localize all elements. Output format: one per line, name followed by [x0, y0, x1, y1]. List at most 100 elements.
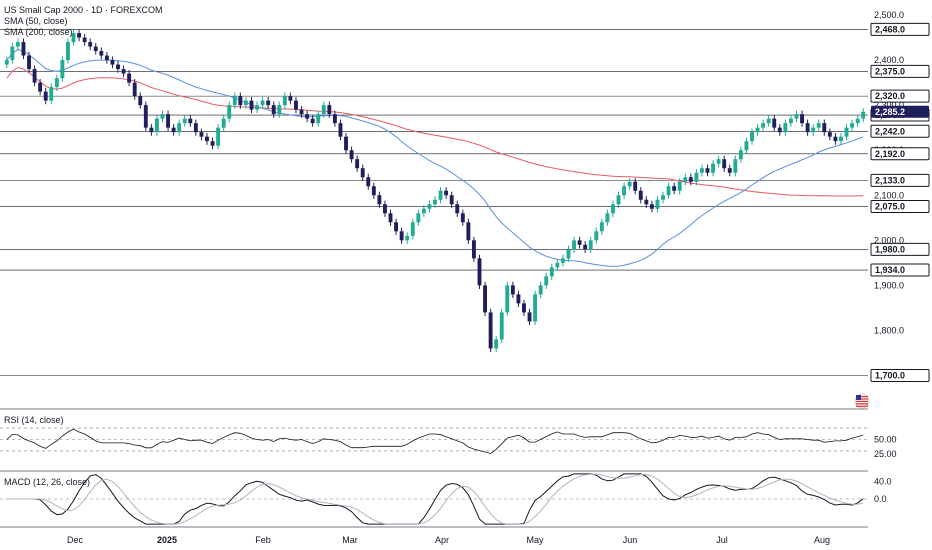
us-flag-icon[interactable] [854, 393, 870, 409]
x-tick-label: Mar [342, 535, 358, 545]
candle-body [327, 105, 332, 115]
candle-body [193, 123, 198, 133]
candle-body [588, 240, 593, 250]
candle-body [394, 222, 399, 232]
x-tick-label: Dec [67, 535, 84, 545]
candle-body [777, 127, 782, 133]
rsi-legend[interactable]: RSI (14, close) [4, 415, 64, 425]
flag-stripe [856, 398, 868, 400]
candle-body [644, 199, 649, 205]
flag-stripe [856, 405, 868, 407]
y-tick-label: 2,000.0 [874, 235, 904, 245]
candle-body [349, 150, 354, 160]
level-box [870, 173, 930, 187]
sma-50-legend[interactable]: SMA (50, close) [4, 16, 68, 26]
candle-body [138, 96, 143, 106]
rsi-line [6, 428, 864, 454]
x-tick-label: Aug [814, 535, 830, 545]
candle-body [338, 123, 343, 137]
y-tick-label: 1,900.0 [874, 280, 904, 290]
candle-body [594, 231, 599, 241]
candle-body [833, 136, 838, 142]
time-axis[interactable]: Dec 2025 Feb Mar Apr May Jun Jul Aug [67, 535, 830, 545]
candle-body [305, 114, 310, 119]
last-price-box [871, 105, 929, 118]
candle-body [299, 109, 304, 115]
candle-body [4, 60, 9, 65]
candle-body [466, 222, 471, 241]
level-label: 2,075.0 [875, 202, 905, 212]
candle-body [794, 114, 799, 119]
candle-body [672, 186, 677, 191]
candle-body [271, 105, 276, 115]
candle-body [421, 208, 426, 214]
level-label: 1,700.0 [875, 370, 905, 380]
candle-body [88, 42, 93, 47]
rsi-pane: 50.00 25.00 [0, 427, 897, 459]
candle-body [438, 190, 443, 200]
candle-body [260, 100, 265, 106]
level-box [870, 64, 930, 78]
candle-body [21, 42, 26, 56]
candle-body [127, 73, 132, 83]
candle-body [483, 285, 487, 313]
macd-legend[interactable]: MACD (12, 26, close) [4, 477, 91, 487]
candle-body [38, 82, 43, 92]
rsi-tick-label: 50.00 [874, 435, 897, 445]
candle-body [616, 195, 621, 205]
candle-body [744, 141, 749, 151]
candle-body [210, 141, 215, 146]
y-tick-label: 2,300.0 [874, 100, 904, 110]
candle-body [316, 114, 321, 124]
candle-body [722, 159, 727, 169]
candle-body [332, 114, 337, 124]
sma-200-legend[interactable]: SMA (200, close) [4, 27, 73, 37]
candle-body [861, 111, 866, 119]
rsi-tick-label: 25.00 [874, 449, 897, 459]
candle-body [282, 96, 287, 106]
candle-body [522, 303, 526, 313]
candle-body [516, 294, 521, 304]
price-axis[interactable]: 2,500.02,400.02,300.02,200.02,100.02,000… [874, 10, 904, 335]
candle-body [366, 177, 371, 187]
candle-body [471, 240, 476, 259]
y-tick-label: 1,800.0 [874, 325, 904, 335]
candle-body [205, 136, 209, 142]
candle-body [627, 181, 632, 187]
candle-body [288, 96, 293, 101]
candle-body [360, 168, 365, 178]
level-label: 1,934.0 [875, 265, 905, 275]
candle-body [344, 136, 348, 151]
candle-body [488, 312, 493, 349]
candle-body [727, 168, 732, 173]
candle-body [527, 312, 532, 322]
level-label: 1,980.0 [875, 244, 905, 254]
candle-body [839, 136, 843, 142]
flag-stripe [856, 403, 868, 405]
candle-body [816, 123, 821, 128]
macd-tick-label: 40.0 [874, 477, 892, 487]
candle-body [705, 168, 710, 173]
macd-signal-line [6, 473, 864, 525]
x-tick-label: Jul [716, 535, 728, 545]
candle-body [850, 123, 855, 128]
candle-body [171, 127, 176, 133]
candle-body [800, 114, 804, 124]
level-label: 2,192.0 [875, 149, 905, 159]
candle-body [449, 195, 454, 205]
level-box [870, 242, 930, 256]
candle-body [611, 204, 615, 214]
x-tick-label: 2025 [157, 535, 177, 545]
candle-body [805, 123, 810, 133]
candle-body [772, 118, 777, 128]
candle-body [538, 285, 543, 295]
candle-body [661, 195, 665, 200]
candle-body [427, 204, 432, 209]
x-tick-label: Apr [435, 535, 449, 545]
level-label: 2,375.0 [875, 66, 905, 76]
candle-body [505, 285, 510, 313]
candle-body [444, 190, 449, 196]
x-tick-label: Feb [255, 535, 271, 545]
macd-tick-label: 0.0 [874, 494, 887, 504]
